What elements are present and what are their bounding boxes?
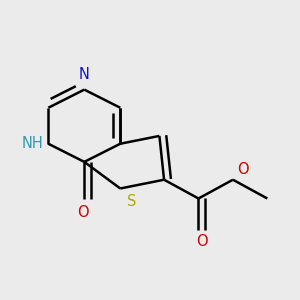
Text: N: N <box>79 67 90 82</box>
Text: O: O <box>196 233 207 248</box>
Text: NH: NH <box>22 136 44 151</box>
Text: O: O <box>77 205 88 220</box>
Text: O: O <box>238 162 249 177</box>
Text: S: S <box>127 194 136 209</box>
